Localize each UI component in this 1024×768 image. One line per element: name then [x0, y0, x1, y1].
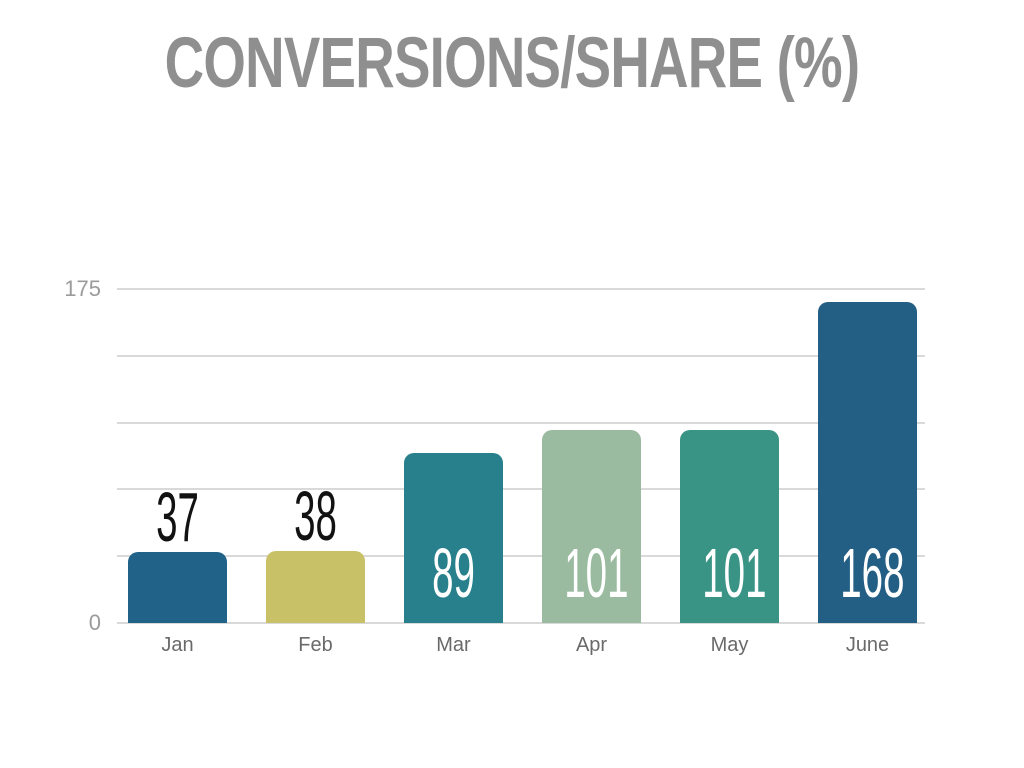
gridline — [117, 555, 925, 558]
bar-jan: 37 — [128, 482, 227, 623]
y-axis-tick-label: 0 — [88, 610, 101, 635]
x-axis-category-label: June — [845, 634, 890, 656]
bar-value-label: 168 — [840, 534, 905, 612]
gridline — [117, 288, 925, 290]
bar-value-label: 101 — [564, 534, 629, 612]
bar-apr: 101 — [542, 430, 641, 623]
bar-june: 168 — [818, 302, 917, 623]
bar-value-label: 37 — [156, 478, 199, 557]
bar-feb: 38 — [266, 481, 365, 623]
bar-value-label: 89 — [432, 534, 475, 612]
y-axis-tick-label: 175 — [64, 276, 101, 301]
plot-area: 0 175 37 Jan 38 Feb 89 Mar 101 Apr 101 May 168 June — [64, 278, 925, 656]
x-axis-category-label: Mar — [436, 634, 471, 656]
gridline — [117, 488, 925, 491]
gridline — [117, 354, 925, 357]
x-axis-category-label: Apr — [575, 634, 608, 656]
x-axis-category-label: May — [710, 634, 749, 656]
x-axis-category-label: Feb — [298, 634, 333, 656]
gridline — [117, 622, 925, 624]
bar-may: 101 — [680, 430, 779, 623]
bar-value-label: 101 — [702, 534, 767, 612]
gridline — [117, 421, 925, 424]
chart-title: CONVERSIONS/SHARE (%) — [164, 24, 860, 103]
x-axis-category-label: Jan — [161, 634, 194, 656]
bar-value-label: 38 — [294, 476, 337, 555]
bar-mar: 89 — [404, 453, 503, 623]
